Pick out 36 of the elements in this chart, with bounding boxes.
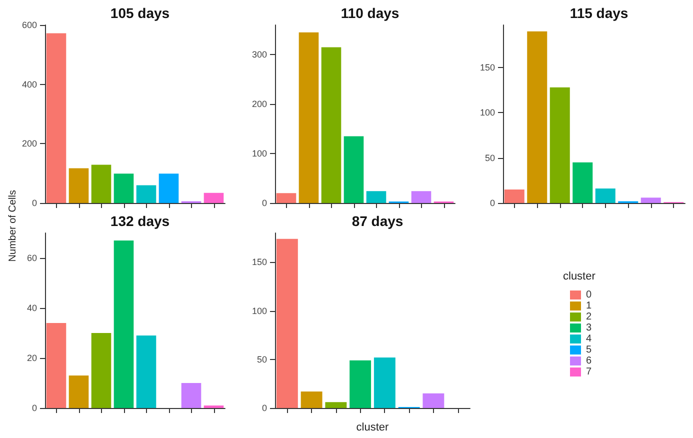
y-tick-label: 60 bbox=[26, 253, 37, 263]
legend-label: 4 bbox=[586, 334, 592, 344]
y-tick-label: 50 bbox=[484, 152, 495, 163]
y-tick-label: 200 bbox=[252, 99, 267, 110]
legend-label: 1 bbox=[586, 300, 592, 312]
y-tick-label: 600 bbox=[22, 20, 37, 30]
chart-title: 115 days bbox=[570, 5, 628, 21]
y-tick-label: 400 bbox=[22, 79, 37, 90]
y-tick-label: 150 bbox=[252, 257, 267, 268]
legend-label: 5 bbox=[586, 344, 592, 356]
chart-title: 132 days bbox=[110, 213, 170, 229]
chart-title: 110 days bbox=[340, 5, 400, 21]
y-tick-label: 0 bbox=[32, 198, 37, 208]
legend-label: 3 bbox=[586, 322, 592, 334]
y-axis-title: Number of Cells bbox=[8, 190, 18, 262]
legend-label: 6 bbox=[586, 356, 592, 366]
y-tick-label: 40 bbox=[26, 303, 37, 313]
y-tick-label: 150 bbox=[480, 62, 495, 72]
y-tick-label: 0 bbox=[490, 198, 495, 208]
y-tick-label: 100 bbox=[252, 306, 267, 316]
y-tick-label: 100 bbox=[480, 108, 495, 118]
y-tick-label: 50 bbox=[256, 354, 267, 364]
legend-label: 2 bbox=[586, 312, 592, 322]
chart-title: 105 days bbox=[110, 5, 170, 21]
chart-title: 87 days bbox=[352, 213, 404, 229]
y-tick-label: 0 bbox=[262, 198, 267, 208]
x-axis-title: cluster bbox=[356, 422, 390, 434]
y-tick-label: 100 bbox=[252, 148, 267, 159]
legend-label: 7 bbox=[586, 366, 592, 378]
y-tick-label: 0 bbox=[262, 403, 267, 413]
y-tick-label: 300 bbox=[252, 50, 267, 60]
legend-title: cluster bbox=[563, 270, 596, 282]
y-tick-label: 0 bbox=[32, 403, 37, 413]
legend-label: 0 bbox=[586, 290, 592, 300]
y-tick-label: 20 bbox=[26, 353, 37, 363]
y-tick-label: 200 bbox=[22, 138, 37, 149]
